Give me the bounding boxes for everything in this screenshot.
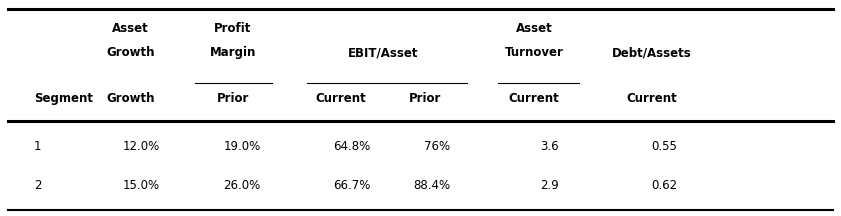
Text: Asset: Asset bbox=[112, 22, 149, 35]
Text: Growth: Growth bbox=[106, 46, 155, 59]
Text: Debt/Assets: Debt/Assets bbox=[612, 46, 691, 59]
Text: 1: 1 bbox=[34, 140, 41, 153]
Text: 76%: 76% bbox=[424, 140, 450, 153]
Text: 66.7%: 66.7% bbox=[333, 179, 370, 192]
Text: 3.6: 3.6 bbox=[541, 140, 559, 153]
Text: Profit: Profit bbox=[214, 22, 251, 35]
Text: 88.4%: 88.4% bbox=[413, 179, 450, 192]
Text: 2.9: 2.9 bbox=[541, 179, 559, 192]
Text: Current: Current bbox=[509, 92, 559, 105]
Text: Asset: Asset bbox=[516, 22, 553, 35]
Text: Segment: Segment bbox=[34, 92, 93, 105]
Text: 0.62: 0.62 bbox=[651, 179, 677, 192]
Text: Current: Current bbox=[627, 92, 677, 105]
Text: Current: Current bbox=[315, 92, 366, 105]
Text: Turnover: Turnover bbox=[505, 46, 563, 59]
Text: EBIT/Asset: EBIT/Asset bbox=[347, 46, 418, 59]
Text: Prior: Prior bbox=[217, 92, 249, 105]
Text: 12.0%: 12.0% bbox=[123, 140, 160, 153]
Text: Margin: Margin bbox=[209, 46, 257, 59]
Text: 15.0%: 15.0% bbox=[123, 179, 160, 192]
Text: 64.8%: 64.8% bbox=[333, 140, 370, 153]
Text: Growth: Growth bbox=[106, 92, 155, 105]
Text: 0.55: 0.55 bbox=[651, 140, 677, 153]
Text: 26.0%: 26.0% bbox=[224, 179, 261, 192]
Text: 2: 2 bbox=[34, 179, 41, 192]
Text: 19.0%: 19.0% bbox=[224, 140, 261, 153]
Text: Prior: Prior bbox=[409, 92, 441, 105]
